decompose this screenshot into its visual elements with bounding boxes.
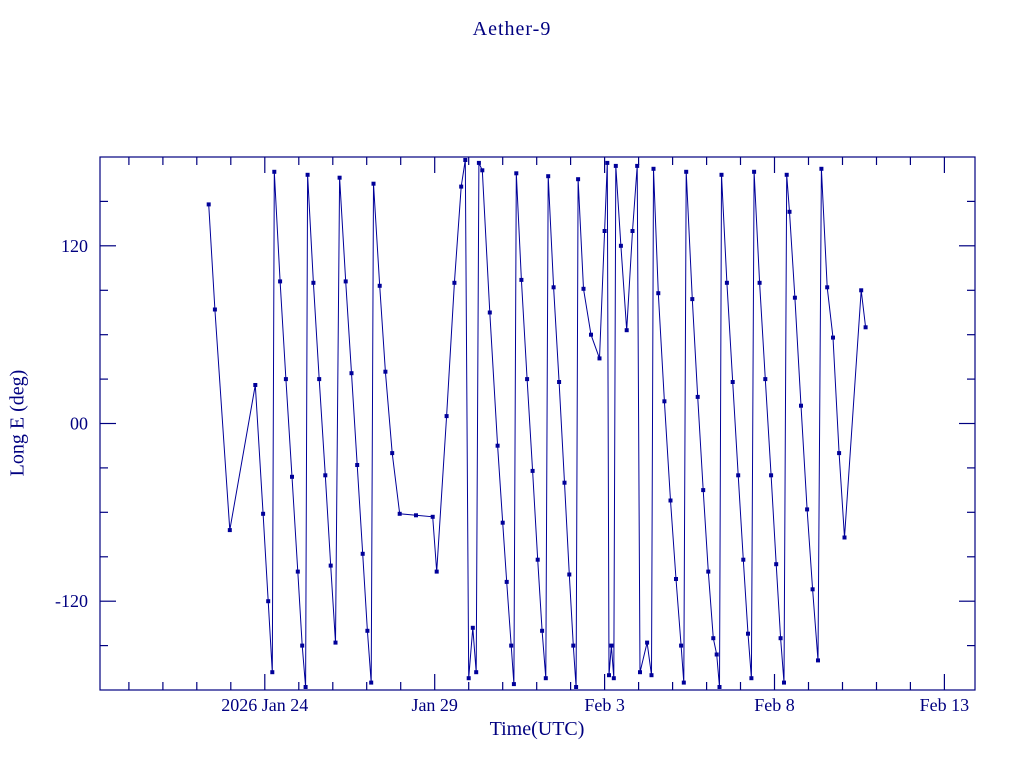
x-tick-labels: 2026 Jan 24 Jan 29 Feb 3 Feb 8 Feb 13 [221,695,969,715]
svg-text:-120: -120 [55,591,88,611]
data-markers [206,158,868,689]
svg-text:00: 00 [70,414,88,434]
svg-text:120: 120 [61,236,88,256]
svg-text:2026 Jan 24: 2026 Jan 24 [221,695,308,715]
y-axis-ticks [100,200,975,647]
svg-text:Feb 13: Feb 13 [920,695,970,715]
x-axis-ticks [128,157,946,690]
chart-title: Aether-9 [472,18,552,40]
x-axis-label: Time(UTC) [489,718,585,740]
y-tick-labels: -120 00 120 [55,236,88,611]
longitude-trace [208,159,867,688]
svg-text:Jan 29: Jan 29 [411,695,458,715]
svg-text:Feb 3: Feb 3 [584,695,625,715]
svg-text:Feb 8: Feb 8 [754,695,795,715]
plot-frame [99,156,976,691]
